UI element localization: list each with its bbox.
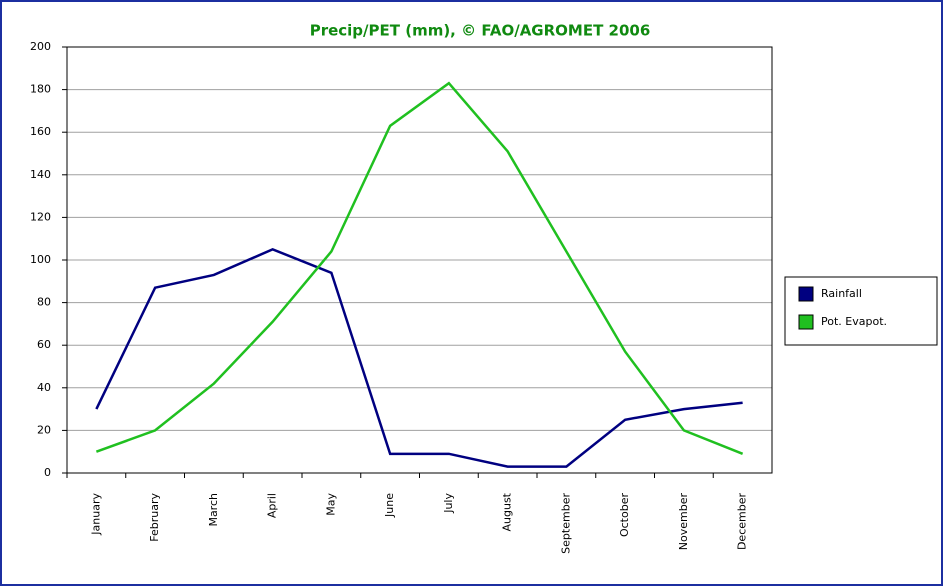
x-tick-label: November [677, 493, 690, 551]
x-tick-label: June [383, 493, 396, 518]
legend-swatch [798, 314, 814, 330]
x-tick-label: January [89, 493, 102, 536]
y-tick-label: 0 [44, 466, 51, 479]
y-tick-label: 120 [30, 210, 51, 223]
y-tick-label: 180 [30, 83, 51, 96]
y-tick-label: 60 [37, 338, 51, 351]
y-tick-label: 20 [37, 423, 51, 436]
y-tick-label: 160 [30, 125, 51, 138]
legend-swatch [798, 286, 814, 302]
y-tick-label: 80 [37, 296, 51, 309]
x-tick-label: September [559, 493, 572, 554]
y-tick-label: 200 [30, 40, 51, 53]
y-tick-label: 100 [30, 253, 51, 266]
y-tick-label: 140 [30, 168, 51, 181]
legend-label: Rainfall [821, 287, 862, 300]
series-line [95, 81, 744, 455]
x-tick-label: February [148, 493, 161, 542]
series-line [95, 247, 743, 468]
x-tick-label: October [618, 493, 631, 537]
x-tick-label: July [442, 493, 455, 514]
y-tick-label: 40 [37, 381, 51, 394]
x-tick-label: August [501, 492, 514, 531]
x-tick-label: December [736, 493, 749, 551]
x-tick-label: March [207, 493, 220, 527]
chart-title: Precip/PET (mm), © FAO/AGROMET 2006 [310, 22, 651, 40]
legend-label: Pot. Evapot. [821, 315, 887, 328]
x-tick-label: May [324, 493, 337, 516]
x-tick-label: April [266, 493, 279, 518]
